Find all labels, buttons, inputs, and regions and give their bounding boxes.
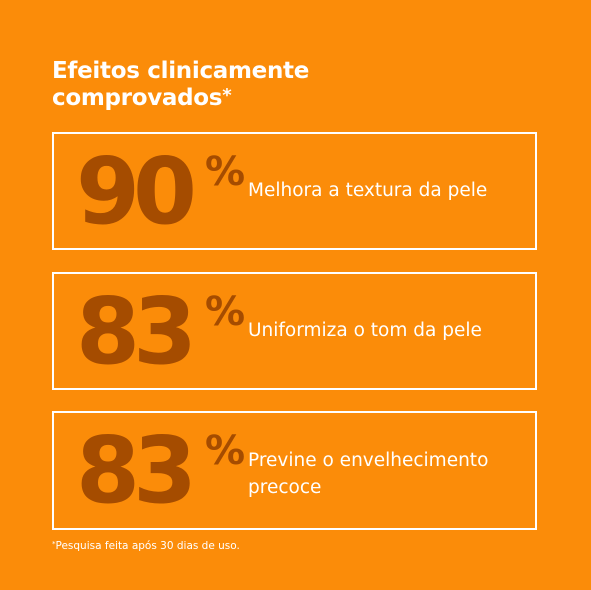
page-title: Efeitos clinicamente comprovados* [52, 58, 309, 112]
stat-card-texture: 90 % Melhora a textura da pele [52, 132, 537, 250]
stat-value: 83 [76, 417, 197, 524]
stat-card-tone: 83 % Uniformiza o tom da pele [52, 272, 537, 390]
footnote-asterisk: * [52, 540, 56, 548]
title-line-2-text: comprovados [52, 85, 223, 111]
stat-percent: % [205, 149, 246, 195]
stat-description-line-1: Previne o envelhecimento [248, 450, 489, 471]
title-line-2: comprovados* [52, 85, 309, 112]
stat-description: Uniformiza o tom da pele [248, 317, 482, 344]
stat-card-aging: 83 % Previne o envelhecimento precoce [52, 411, 537, 530]
stat-percent: % [205, 289, 246, 335]
stat-percent: % [205, 428, 246, 474]
footnote: *Pesquisa feita após 30 dias de uso. [52, 540, 240, 552]
footnote-text: Pesquisa feita após 30 dias de uso. [55, 540, 240, 552]
title-line-1: Efeitos clinicamente [52, 58, 310, 84]
stat-description-line-2: precoce [248, 477, 322, 498]
stat-description: Previne o envelhecimento precoce [248, 447, 488, 501]
stat-description-line-1: Uniformiza o tom da pele [248, 320, 482, 341]
stat-description: Melhora a textura da pele [248, 177, 487, 204]
stat-value: 83 [76, 278, 197, 385]
title-asterisk: * [222, 85, 232, 106]
stat-value: 90 [76, 138, 197, 245]
stat-description-line-1: Melhora a textura da pele [248, 180, 488, 201]
